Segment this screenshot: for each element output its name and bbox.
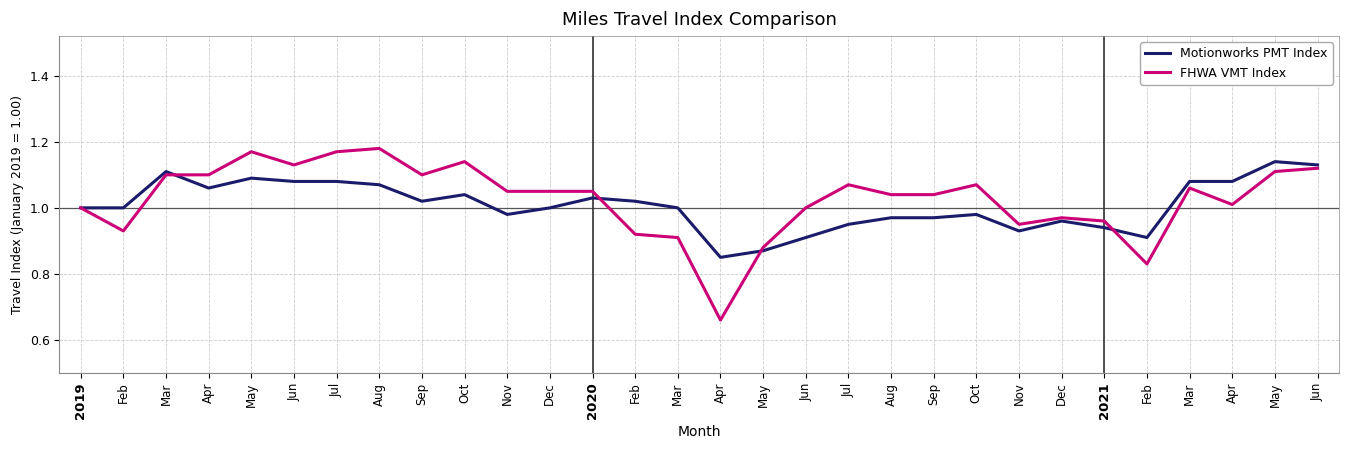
FHWA VMT Index <box>883 192 899 198</box>
Line: Motionworks PMT Index: Motionworks PMT Index <box>81 162 1318 257</box>
FHWA VMT Index <box>1181 185 1197 191</box>
Motionworks PMT Index <box>1266 159 1282 164</box>
Motionworks PMT Index <box>243 176 259 181</box>
FHWA VMT Index <box>755 245 771 250</box>
Motionworks PMT Index <box>1310 162 1326 168</box>
FHWA VMT Index <box>286 162 302 168</box>
Motionworks PMT Index <box>585 195 601 201</box>
FHWA VMT Index <box>713 317 729 323</box>
Legend: Motionworks PMT Index, FHWA VMT Index: Motionworks PMT Index, FHWA VMT Index <box>1141 42 1332 85</box>
FHWA VMT Index <box>201 172 217 178</box>
Motionworks PMT Index <box>1053 218 1069 224</box>
Motionworks PMT Index <box>626 198 643 204</box>
FHWA VMT Index <box>1011 222 1027 227</box>
Line: FHWA VMT Index: FHWA VMT Index <box>81 148 1318 320</box>
FHWA VMT Index <box>500 189 516 194</box>
FHWA VMT Index <box>798 205 814 211</box>
Motionworks PMT Index <box>456 192 472 198</box>
Motionworks PMT Index <box>158 169 174 174</box>
FHWA VMT Index <box>115 228 131 234</box>
FHWA VMT Index <box>1224 202 1241 207</box>
FHWA VMT Index <box>670 235 686 240</box>
FHWA VMT Index <box>158 172 174 178</box>
FHWA VMT Index <box>541 189 558 194</box>
FHWA VMT Index <box>585 189 601 194</box>
FHWA VMT Index <box>414 172 431 178</box>
FHWA VMT Index <box>328 149 344 154</box>
FHWA VMT Index <box>926 192 942 198</box>
FHWA VMT Index <box>626 232 643 237</box>
FHWA VMT Index <box>1266 169 1282 174</box>
Motionworks PMT Index <box>968 212 984 217</box>
Motionworks PMT Index <box>1139 235 1156 240</box>
X-axis label: Month: Month <box>678 425 721 439</box>
FHWA VMT Index <box>456 159 472 164</box>
Motionworks PMT Index <box>201 185 217 191</box>
FHWA VMT Index <box>371 146 387 151</box>
Motionworks PMT Index <box>755 248 771 253</box>
Motionworks PMT Index <box>926 215 942 220</box>
Motionworks PMT Index <box>670 205 686 211</box>
Y-axis label: Travel Index (January 2019 = 1.00): Travel Index (January 2019 = 1.00) <box>11 95 24 314</box>
Motionworks PMT Index <box>1011 228 1027 234</box>
Motionworks PMT Index <box>414 198 431 204</box>
Motionworks PMT Index <box>713 255 729 260</box>
FHWA VMT Index <box>73 205 89 211</box>
FHWA VMT Index <box>243 149 259 154</box>
Motionworks PMT Index <box>798 235 814 240</box>
Motionworks PMT Index <box>541 205 558 211</box>
Motionworks PMT Index <box>1096 225 1112 230</box>
Motionworks PMT Index <box>371 182 387 188</box>
Motionworks PMT Index <box>500 212 516 217</box>
FHWA VMT Index <box>840 182 856 188</box>
Motionworks PMT Index <box>1224 179 1241 184</box>
Motionworks PMT Index <box>840 222 856 227</box>
Motionworks PMT Index <box>73 205 89 211</box>
Motionworks PMT Index <box>883 215 899 220</box>
FHWA VMT Index <box>1310 166 1326 171</box>
Motionworks PMT Index <box>115 205 131 211</box>
FHWA VMT Index <box>968 182 984 188</box>
FHWA VMT Index <box>1139 261 1156 267</box>
Motionworks PMT Index <box>1181 179 1197 184</box>
Motionworks PMT Index <box>286 179 302 184</box>
Motionworks PMT Index <box>328 179 344 184</box>
Title: Miles Travel Index Comparison: Miles Travel Index Comparison <box>562 11 837 29</box>
FHWA VMT Index <box>1053 215 1069 220</box>
FHWA VMT Index <box>1096 218 1112 224</box>
